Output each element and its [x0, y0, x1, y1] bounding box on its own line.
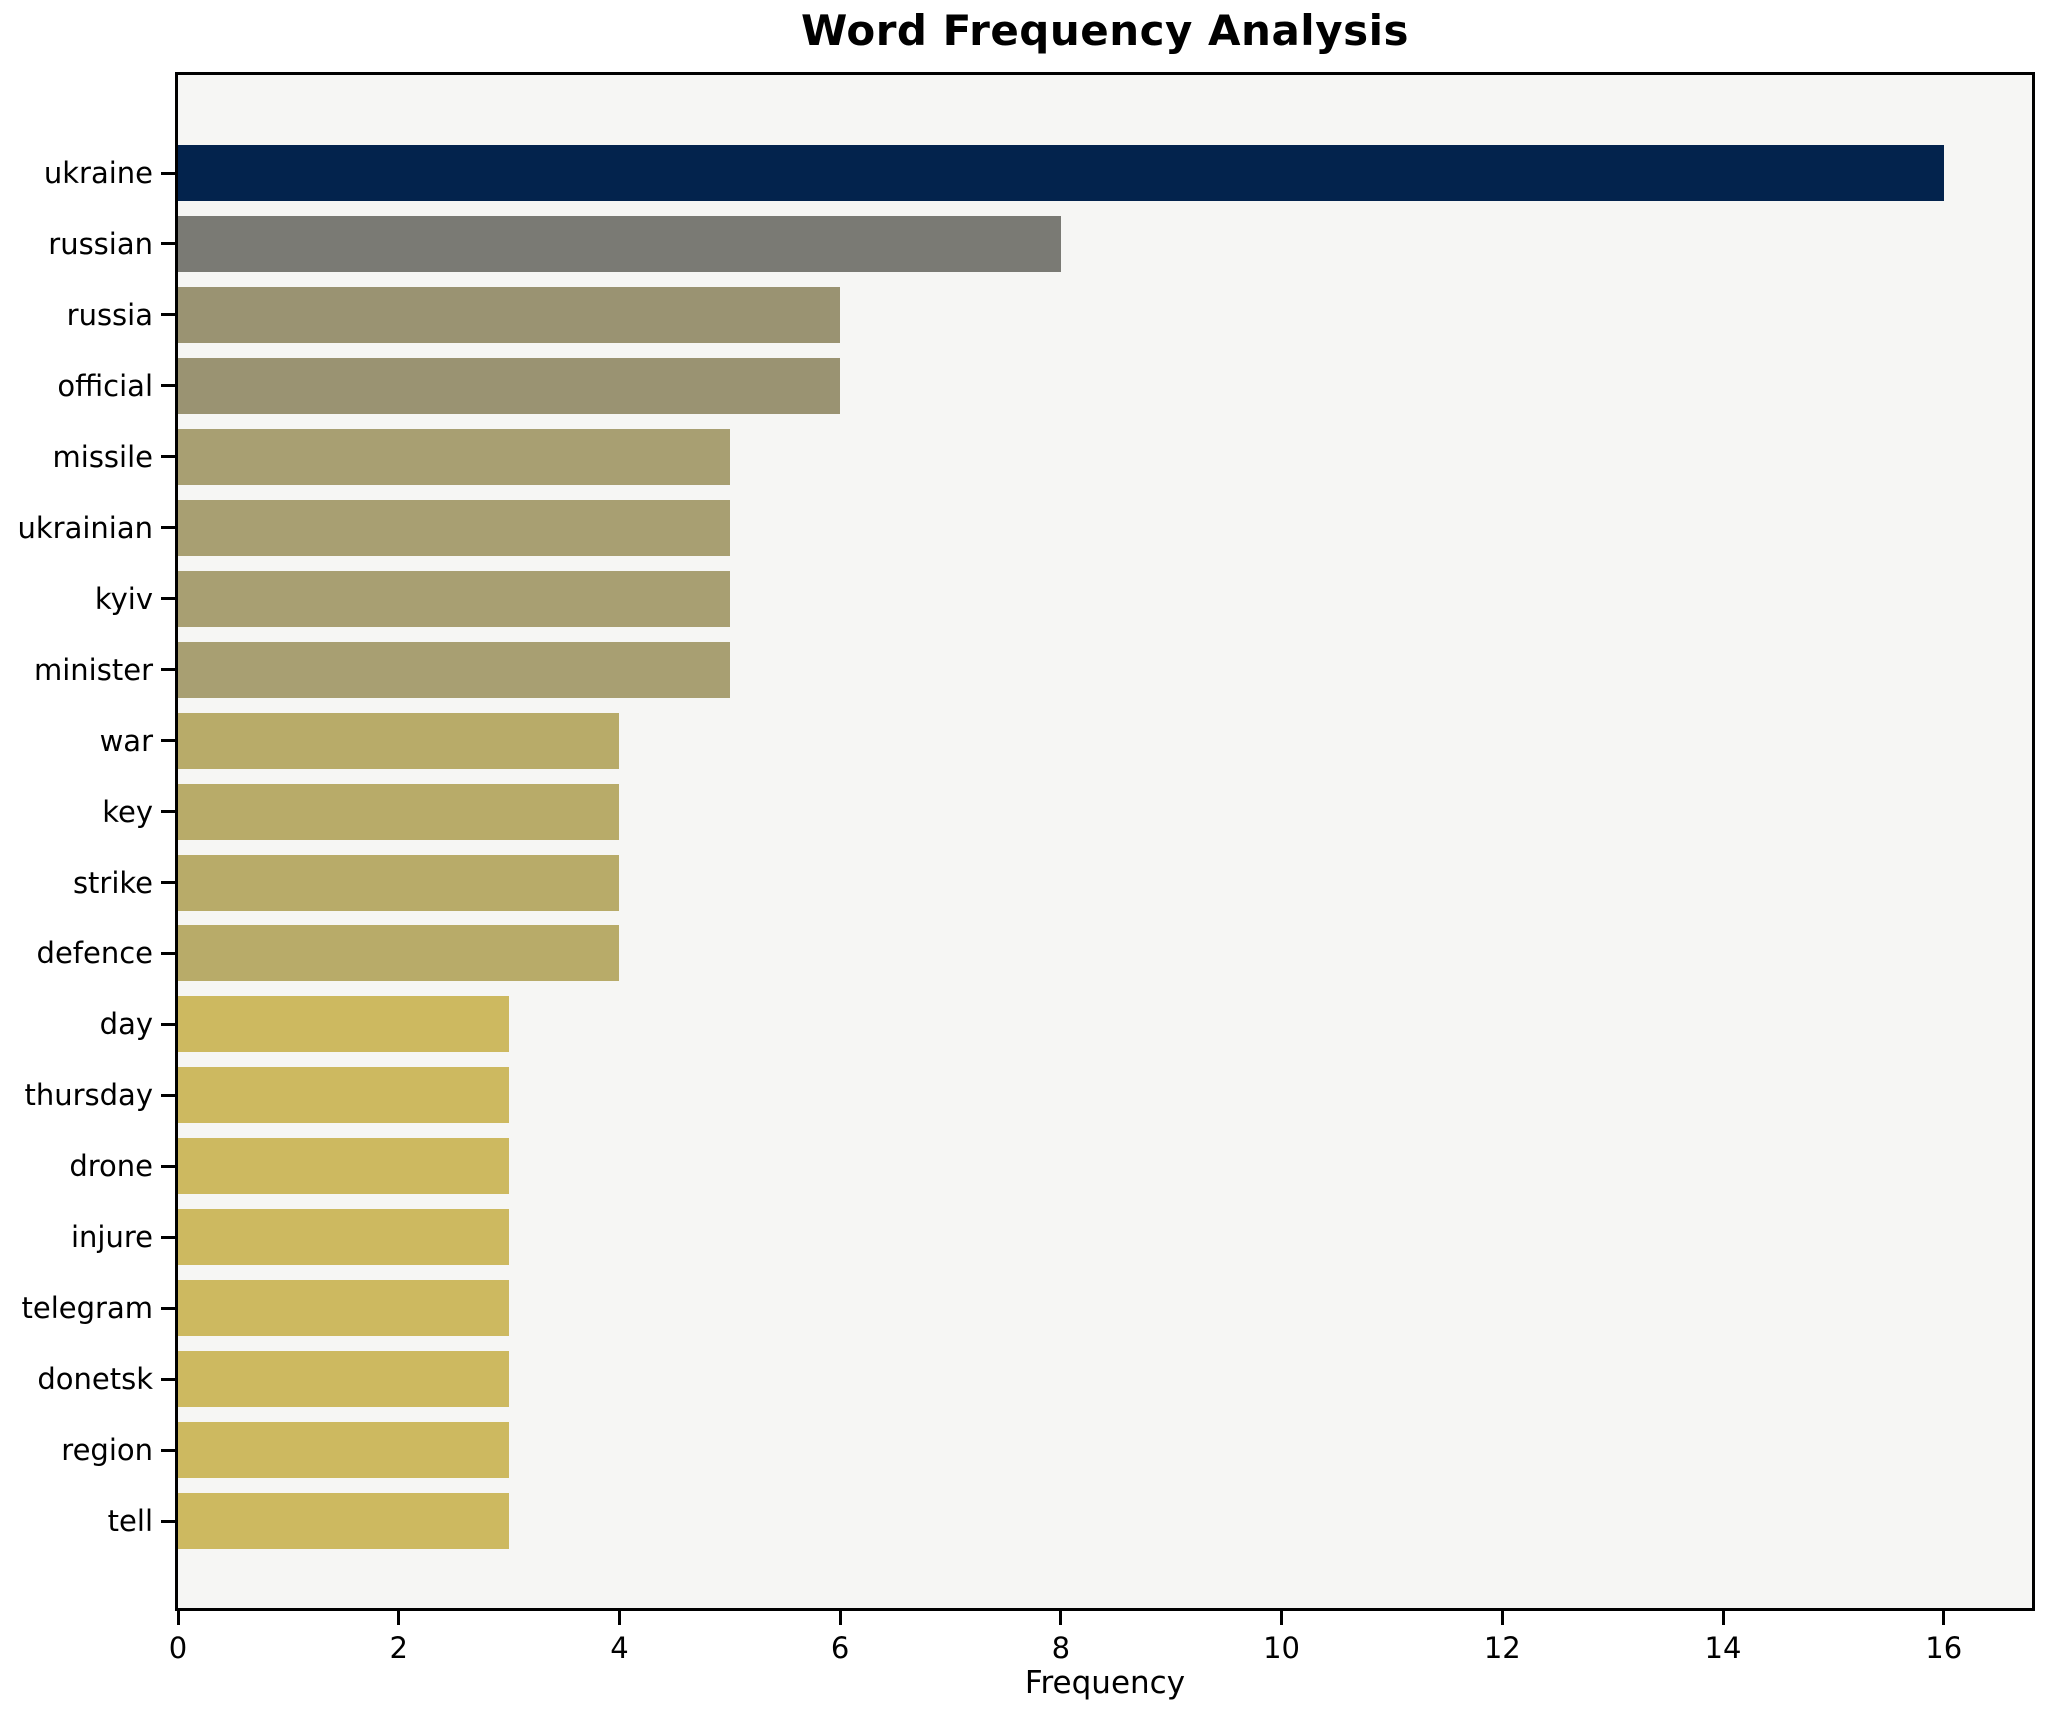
y-tick-mark	[161, 313, 175, 317]
x-tick-mark	[838, 1611, 842, 1625]
bar-minister	[178, 641, 730, 698]
y-tick-label-kyiv: kyiv	[94, 581, 153, 616]
y-tick-label-russia: russia	[66, 297, 153, 332]
y-tick-label-missile: missile	[52, 439, 153, 474]
y-tick-label-key: key	[102, 794, 153, 829]
y-tick-mark	[161, 597, 175, 601]
y-tick-mark	[161, 1448, 175, 1452]
x-tick-label-10: 10	[1263, 1631, 1301, 1665]
x-tick-label-6: 6	[830, 1631, 850, 1665]
chart-title: Word Frequency Analysis	[801, 6, 1409, 55]
y-tick-label-strike: strike	[72, 865, 153, 900]
y-tick-label-ukraine: ukraine	[43, 156, 153, 190]
y-tick-mark	[161, 1306, 175, 1310]
bar-tell	[178, 1493, 510, 1550]
bar-ukrainian	[178, 499, 730, 556]
bar-ukraine	[178, 145, 1944, 201]
y-tick-label-russian: russian	[48, 226, 153, 261]
bar-russian	[178, 215, 1061, 272]
y-tick-label-minister: minister	[34, 652, 153, 687]
x-tick-mark	[617, 1611, 621, 1625]
y-tick-mark	[161, 171, 175, 175]
y-tick-label-injure: injure	[70, 1220, 153, 1255]
y-tick-mark	[161, 1022, 175, 1026]
y-tick-mark	[161, 1235, 175, 1239]
x-tick-label-8: 8	[1051, 1631, 1071, 1665]
y-tick-label-region: region	[61, 1433, 153, 1468]
y-tick-mark	[161, 526, 175, 530]
y-tick-mark	[161, 810, 175, 814]
x-tick-mark	[397, 1611, 401, 1625]
y-tick-label-telegram: telegram	[21, 1291, 153, 1326]
x-tick-label-14: 14	[1704, 1631, 1742, 1665]
y-tick-label-official: official	[57, 368, 153, 403]
bar-key	[178, 783, 620, 840]
bar-donetsk	[178, 1351, 510, 1408]
x-tick-label-0: 0	[168, 1631, 188, 1665]
x-tick-mark	[1721, 1611, 1725, 1625]
y-tick-label-ukrainian: ukrainian	[17, 510, 153, 545]
x-tick-mark	[1500, 1611, 1504, 1625]
x-tick-label-2: 2	[389, 1631, 408, 1665]
plot-area	[175, 72, 2035, 1611]
x-tick-mark	[1280, 1611, 1284, 1625]
bars-container	[178, 75, 2032, 1608]
y-tick-mark	[161, 455, 175, 459]
y-tick-mark	[161, 1377, 175, 1381]
y-tick-label-defence: defence	[36, 936, 153, 971]
x-tick-label-16: 16	[1925, 1631, 1963, 1665]
bar-telegram	[178, 1280, 510, 1337]
y-tick-label-war: war	[99, 723, 153, 758]
y-tick-mark	[161, 739, 175, 743]
bar-strike	[178, 854, 620, 911]
y-tick-label-day: day	[99, 1007, 153, 1042]
x-tick-label-12: 12	[1483, 1631, 1521, 1665]
y-tick-mark	[161, 384, 175, 388]
y-tick-mark	[161, 951, 175, 955]
y-tick-mark	[161, 668, 175, 672]
bar-russia	[178, 286, 841, 343]
y-tick-label-donetsk: donetsk	[37, 1362, 153, 1397]
bar-day	[178, 996, 510, 1053]
y-tick-label-thursday: thursday	[24, 1078, 153, 1113]
y-tick-mark	[161, 242, 175, 246]
bar-official	[178, 357, 841, 414]
y-tick-mark	[161, 1164, 175, 1168]
bar-war	[178, 712, 620, 769]
y-tick-mark	[161, 1519, 175, 1523]
x-tick-mark	[1942, 1611, 1946, 1625]
bar-region	[178, 1422, 510, 1479]
x-tick-mark	[1059, 1611, 1063, 1625]
bar-missile	[178, 428, 730, 485]
x-axis-label: Frequency	[1024, 1665, 1186, 1701]
bar-kyiv	[178, 570, 730, 627]
bar-drone	[178, 1138, 510, 1195]
x-tick-label-4: 4	[610, 1631, 629, 1665]
bar-thursday	[178, 1067, 510, 1124]
bar-injure	[178, 1209, 510, 1266]
y-tick-label-drone: drone	[69, 1149, 153, 1184]
bar-defence	[178, 925, 620, 982]
y-tick-mark	[161, 1093, 175, 1097]
y-tick-mark	[161, 881, 175, 884]
y-tick-label-tell: tell	[107, 1504, 153, 1539]
x-tick-mark	[176, 1611, 180, 1625]
